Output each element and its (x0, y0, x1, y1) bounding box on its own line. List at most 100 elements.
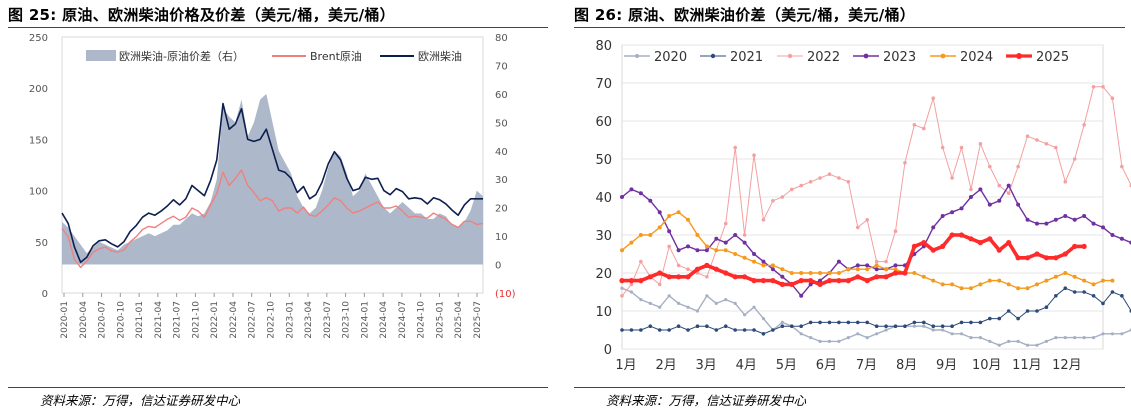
series-2020-point (780, 320, 784, 324)
series-2023-point (1063, 214, 1068, 218)
series-2021-point (940, 324, 945, 329)
series-2020-point (1073, 336, 1077, 340)
series-2024-point (1063, 271, 1068, 275)
series-2021-point (657, 328, 662, 332)
series-2021-point (714, 328, 719, 332)
series-2022-point (771, 199, 775, 203)
legend-label-2020: 2020 (654, 50, 687, 65)
series-2022-point (931, 96, 936, 100)
x-tick-label: 2025-01 (435, 301, 445, 339)
legend-swatch-spread (86, 50, 116, 61)
series-2024-point (931, 278, 936, 283)
y-right-tick-label: 70 (495, 61, 508, 72)
series-2022-point (733, 145, 737, 150)
series-2023-point (1034, 221, 1039, 226)
series-2020-point (1120, 332, 1124, 336)
series-2021-point (1072, 290, 1077, 294)
x-tick-label: 2020-04 (79, 301, 89, 339)
legend-label-2022: 2022 (807, 50, 840, 65)
x-tick-label: 1月 (615, 358, 636, 373)
series-2023-point (780, 274, 785, 279)
series-2021-point (922, 320, 926, 325)
series-2020-point (865, 336, 869, 340)
series-2024-point (1101, 278, 1105, 283)
series-2025-point (1015, 255, 1021, 261)
series-2020-point (1054, 336, 1058, 340)
series-2022-point (997, 183, 1002, 188)
series-2021-point (1054, 294, 1058, 298)
y-tick-label: 20 (595, 267, 612, 282)
series-2024-point (1110, 278, 1115, 283)
series-2025-point (940, 243, 946, 249)
series-2020-point (733, 301, 737, 305)
series-2023-point (1091, 221, 1096, 226)
series-2025-point (779, 281, 785, 287)
series-2020-line (621, 287, 1131, 346)
x-tick-label: 4月 (736, 358, 757, 373)
series-2020-point (695, 309, 700, 313)
series-2020-point (988, 339, 992, 343)
series-2025-point (1053, 255, 1059, 261)
series-2021-point (780, 324, 785, 329)
series-2025-point (1072, 243, 1078, 249)
series-2020-point (639, 298, 643, 302)
series-2024-point (695, 233, 700, 237)
series-2021-point (978, 320, 983, 325)
x-tick-label: 2022-04 (229, 301, 239, 339)
series-2021-point (1006, 309, 1011, 313)
series-2025-point (1034, 251, 1040, 257)
series-2024-point (657, 225, 662, 230)
series-2021-point (1101, 301, 1105, 306)
series-2020-point (667, 294, 671, 298)
title-rule (8, 27, 548, 28)
series-2024-point (667, 214, 672, 218)
series-2024-point (978, 282, 983, 287)
series-2025-point (675, 274, 682, 280)
x-tick-label: 2021-01 (135, 301, 145, 339)
series-2024-point (855, 267, 860, 272)
series-2024-point (789, 271, 794, 275)
series-2021-point (950, 324, 954, 329)
x-tick-label: 2024-04 (379, 301, 389, 339)
diesel-line (61, 102, 483, 264)
series-2023-point (620, 195, 624, 199)
series-2022-point (1072, 157, 1077, 161)
series-2022-point (884, 259, 888, 264)
series-2020-point (648, 301, 652, 305)
series-2023-point (1025, 217, 1030, 222)
series-2022-point (1006, 191, 1011, 195)
series-2021-point (931, 324, 936, 329)
series-2021-point (686, 328, 690, 332)
series-2020-point (629, 290, 634, 294)
series-2024-point (1044, 278, 1049, 283)
x-tick-label: 2月 (655, 358, 676, 373)
series-2022-point (620, 294, 624, 298)
series-2024-point (959, 286, 964, 291)
series-2021-point (846, 320, 851, 325)
series-2024-point (733, 252, 738, 256)
series-2020-point (959, 332, 964, 336)
series-2025-point (958, 232, 965, 238)
x-tick-label: 12月 (1052, 358, 1082, 373)
x-tick-label: 9月 (936, 358, 957, 373)
series-2025-point (996, 247, 1002, 253)
y-right-tick-label: 10 (495, 232, 508, 243)
figure-25-source: 资料来源：万得，信达证券研发中心 (40, 393, 241, 408)
series-2020-point (761, 317, 766, 321)
series-2022-point (667, 244, 671, 249)
series-2024-point (723, 248, 728, 253)
series-2024-point (676, 210, 681, 215)
series-2025-point (817, 281, 823, 287)
y-tick-label: 0 (604, 343, 612, 358)
series-2025-point (864, 278, 870, 284)
series-2020-point (969, 336, 973, 340)
series-2023-point (1053, 217, 1058, 222)
x-tick-label: 11月 (1012, 358, 1042, 373)
figure-26-title: 图 26: 原油、欧洲柴油价差（美元/桶，美元/桶） (574, 6, 916, 24)
x-tick-label: 2022-01 (210, 301, 220, 339)
series-2022-point (912, 123, 917, 127)
series-2025-point (808, 278, 814, 284)
legend-marker-2025 (1016, 53, 1022, 59)
series-2021-point (988, 316, 992, 321)
x-tick-label: 2021-07 (173, 301, 183, 339)
